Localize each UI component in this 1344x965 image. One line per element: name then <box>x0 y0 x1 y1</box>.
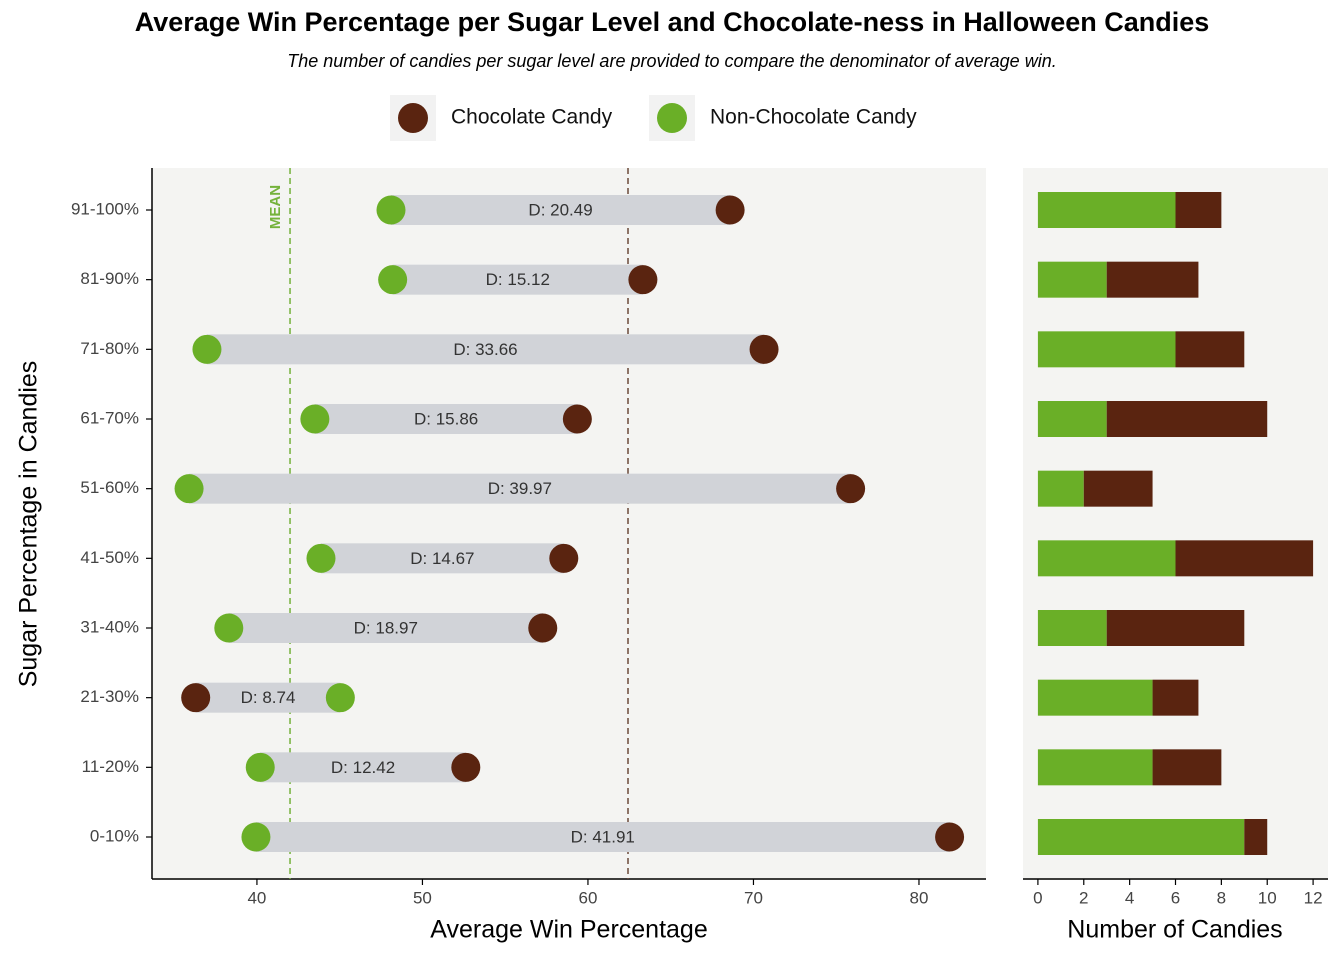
dot <box>325 683 355 713</box>
dot <box>181 683 211 713</box>
x-axis-title: Average Win Percentage <box>430 916 707 944</box>
bar-segment <box>1106 401 1268 437</box>
y-tick-label: 51-60% <box>80 478 139 497</box>
difference-label: D: 8.74 <box>241 688 296 707</box>
difference-bar <box>228 613 543 643</box>
difference-label: D: 20.49 <box>528 200 592 219</box>
difference-bar <box>189 473 851 504</box>
dot <box>376 195 406 225</box>
y-tick-label: 61-70% <box>80 408 139 427</box>
x-tick-label: 8 <box>1217 888 1226 907</box>
x-tick-label: 80 <box>910 888 929 907</box>
bar-segment <box>1175 540 1314 577</box>
x-tick-label: 2 <box>1079 888 1088 907</box>
dot <box>528 613 558 643</box>
bar-segment <box>1037 749 1153 786</box>
dot <box>306 543 336 573</box>
difference-bar <box>260 752 466 783</box>
y-tick-label: 21-30% <box>80 687 139 706</box>
bar-segment <box>1152 749 1222 786</box>
difference-bar <box>314 404 578 434</box>
mean-label: MEAN <box>267 185 284 229</box>
difference-bar <box>320 543 564 574</box>
dot <box>245 752 275 782</box>
y-tick-label: 31-40% <box>80 617 139 636</box>
bar-segment <box>1037 679 1153 716</box>
y-tick-label: 71-80% <box>80 339 139 358</box>
bar-segment <box>1037 192 1176 228</box>
x-tick-label: 4 <box>1125 888 1134 907</box>
dot <box>451 752 481 782</box>
chart-subtitle: The number of candies per sugar level ar… <box>287 51 1056 71</box>
difference-label: D: 12.42 <box>331 758 395 777</box>
dot <box>192 334 222 364</box>
dot <box>241 822 271 852</box>
x-tick-label: 40 <box>247 888 266 907</box>
x-tick-label: 0 <box>1033 888 1042 907</box>
bar-segment <box>1037 540 1176 577</box>
bar-segment <box>1152 679 1199 716</box>
difference-label: D: 15.12 <box>486 270 550 289</box>
y-tick-label: 11-20% <box>82 757 139 776</box>
dot <box>935 822 965 852</box>
x-tick-label: 50 <box>413 888 432 907</box>
difference-label: D: 41.91 <box>571 827 635 846</box>
dot <box>715 195 745 225</box>
bar-segment <box>1037 261 1107 298</box>
legend-label: Chocolate Candy <box>451 106 613 129</box>
dot <box>628 265 658 295</box>
difference-label: D: 14.67 <box>410 549 474 568</box>
legend-marker <box>657 103 687 133</box>
bar-segment <box>1037 331 1176 368</box>
y-axis-title: Sugar Percentage in Candies <box>15 361 43 688</box>
x-tick-label: 6 <box>1171 888 1180 907</box>
difference-bar <box>392 264 643 295</box>
difference-label: D: 15.86 <box>414 409 478 428</box>
bar-segment <box>1106 610 1245 646</box>
x-axis-title: Number of Candies <box>1067 916 1282 944</box>
bar-segment <box>1037 470 1084 507</box>
difference-label: D: 18.97 <box>354 618 418 637</box>
chart-title: Average Win Percentage per Sugar Level a… <box>135 7 1210 37</box>
dot <box>549 543 579 573</box>
bar-segment <box>1175 331 1245 368</box>
y-tick-label: 41-50% <box>80 548 139 567</box>
dot <box>749 334 779 364</box>
y-tick-label: 91-100% <box>71 199 139 218</box>
x-tick-label: 12 <box>1304 888 1323 907</box>
bar-segment <box>1175 192 1222 228</box>
bar-segment <box>1244 819 1268 855</box>
difference-bar <box>206 334 765 365</box>
legend-label: Non-Chocolate Candy <box>710 106 917 129</box>
difference-bar <box>255 822 950 852</box>
x-tick-label: 60 <box>578 888 597 907</box>
bar-segment <box>1083 470 1153 507</box>
y-tick-label: 81-90% <box>80 269 139 288</box>
bar-segment <box>1106 261 1199 298</box>
difference-bar <box>390 195 731 225</box>
difference-label: D: 33.66 <box>453 340 517 359</box>
dot <box>174 474 204 504</box>
x-tick-label: 70 <box>744 888 763 907</box>
bar-segment <box>1037 819 1245 855</box>
bar-segment <box>1037 610 1107 646</box>
y-tick-label: 0-10% <box>90 826 139 845</box>
dot <box>214 613 244 643</box>
dot <box>300 404 330 434</box>
dot <box>836 474 866 504</box>
dot <box>562 404 592 434</box>
difference-label: D: 39.97 <box>488 479 552 498</box>
bar-segment <box>1037 401 1107 437</box>
x-tick-label: 10 <box>1258 888 1277 907</box>
difference-bar <box>195 682 341 713</box>
legend-marker <box>398 103 428 133</box>
dot <box>378 265 408 295</box>
